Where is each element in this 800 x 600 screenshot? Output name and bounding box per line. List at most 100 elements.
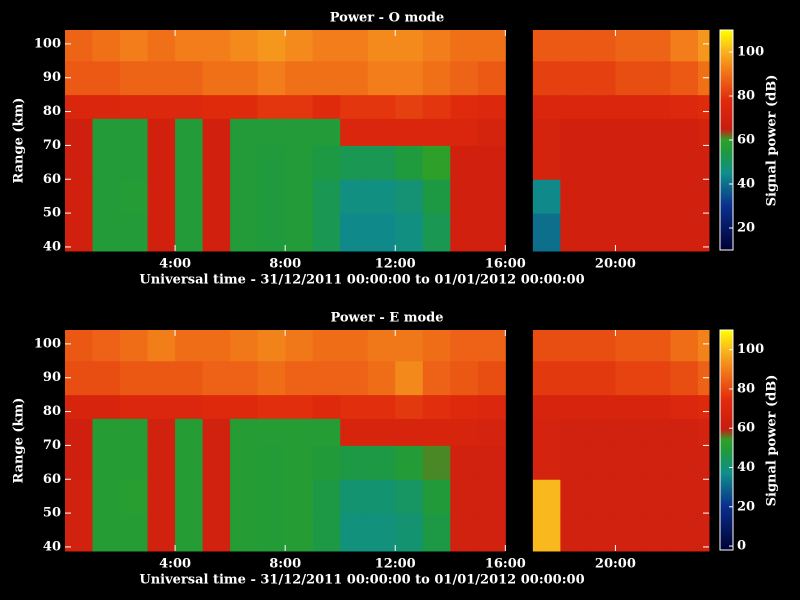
- heat-cell: [313, 61, 341, 95]
- heat-cell: [203, 145, 231, 179]
- heat-cell: [615, 445, 643, 479]
- heat-cell: [313, 118, 341, 146]
- heat-cell: [615, 361, 643, 395]
- heat-cell: [285, 30, 313, 61]
- heat-cell: [670, 395, 698, 419]
- heat-cell: [258, 479, 286, 513]
- heat-cell: [175, 30, 203, 61]
- heat-cell: [533, 330, 561, 361]
- heat-cell: [148, 30, 176, 61]
- heat-cell: [395, 145, 423, 179]
- heat-cell: [588, 118, 616, 146]
- x-tick-label: 12:00: [375, 257, 416, 272]
- heat-cell: [120, 30, 148, 61]
- colorbar-tick-label: 20: [737, 221, 755, 236]
- heat-cell: [533, 30, 561, 61]
- heat-cell: [313, 213, 341, 251]
- heat-cell: [560, 61, 588, 95]
- heat-cell: [93, 213, 121, 251]
- heat-cell: [258, 361, 286, 395]
- heat-cell: [478, 445, 506, 479]
- heat-cell: [533, 145, 561, 179]
- heat-cell: [230, 418, 258, 446]
- heat-cell: [478, 61, 506, 95]
- heat-cell: [230, 361, 258, 395]
- colorbar-tick-label: 60: [737, 421, 755, 436]
- heat-cell: [203, 395, 231, 419]
- heat-cell: [285, 330, 313, 361]
- heat-cell: [533, 179, 561, 213]
- heat-cell: [230, 330, 258, 361]
- heat-cell: [395, 118, 423, 146]
- heat-cell: [643, 361, 671, 395]
- heat-cell: [643, 145, 671, 179]
- heat-cell: [450, 145, 478, 179]
- heat-cell: [340, 179, 368, 213]
- heat-cell: [285, 513, 313, 551]
- heat-cell: [670, 95, 698, 119]
- heat-cell: [423, 61, 451, 95]
- y-tick-label: 100: [34, 36, 61, 51]
- heat-cell: [258, 213, 286, 251]
- heat-cell: [65, 330, 93, 361]
- heat-cell: [368, 30, 396, 61]
- heat-cell: [120, 179, 148, 213]
- heat-cell: [423, 30, 451, 61]
- heat-cell: [395, 61, 423, 95]
- heat-cell: [423, 445, 451, 479]
- heat-cell: [175, 361, 203, 395]
- heat-cell: [698, 179, 710, 213]
- heat-cell: [285, 418, 313, 446]
- heat-cell: [148, 330, 176, 361]
- heat-cell: [93, 118, 121, 146]
- y-tick-label: 60: [43, 172, 61, 187]
- heat-cell: [450, 395, 478, 419]
- heat-cell: [643, 118, 671, 146]
- heat-cell: [450, 118, 478, 146]
- heat-cell: [148, 418, 176, 446]
- heat-cell: [175, 479, 203, 513]
- heat-cell: [478, 95, 506, 119]
- heat-cell: [450, 479, 478, 513]
- colorbar-tick-label: 100: [737, 342, 764, 357]
- heat-cell: [93, 513, 121, 551]
- heat-cell: [588, 330, 616, 361]
- colorbar-tick-label: 100: [737, 45, 764, 60]
- y-tick-label: 50: [43, 506, 61, 521]
- heat-cell: [670, 213, 698, 251]
- heat-cell: [670, 361, 698, 395]
- heat-cell: [230, 95, 258, 119]
- heat-cell: [450, 418, 478, 446]
- heat-cell: [423, 179, 451, 213]
- heat-cell: [560, 213, 588, 251]
- heat-cell: [643, 179, 671, 213]
- heat-cell: [368, 179, 396, 213]
- heat-cell: [450, 445, 478, 479]
- heat-cell: [478, 479, 506, 513]
- heat-cell: [203, 479, 231, 513]
- heat-cell: [230, 213, 258, 251]
- heat-cell: [203, 418, 231, 446]
- heat-cell: [643, 61, 671, 95]
- heat-cell: [313, 95, 341, 119]
- y-tick-label: 100: [34, 336, 61, 351]
- heat-cell: [560, 95, 588, 119]
- heat-cell: [615, 330, 643, 361]
- heat-cell: [285, 395, 313, 419]
- heat-cell: [615, 513, 643, 551]
- y-axis-label: Range (km): [12, 98, 27, 184]
- heat-cell: [423, 361, 451, 395]
- heat-cell: [478, 30, 506, 61]
- heat-cell: [533, 395, 561, 419]
- heat-cell: [698, 445, 710, 479]
- heat-cell: [313, 445, 341, 479]
- heat-cell: [533, 418, 561, 446]
- heat-cell: [93, 418, 121, 446]
- heat-cell: [258, 330, 286, 361]
- y-tick-label: 60: [43, 472, 61, 487]
- heat-cell: [368, 95, 396, 119]
- heat-cell: [698, 95, 710, 119]
- heat-cell: [175, 118, 203, 146]
- heat-cell: [560, 445, 588, 479]
- heat-cell: [368, 361, 396, 395]
